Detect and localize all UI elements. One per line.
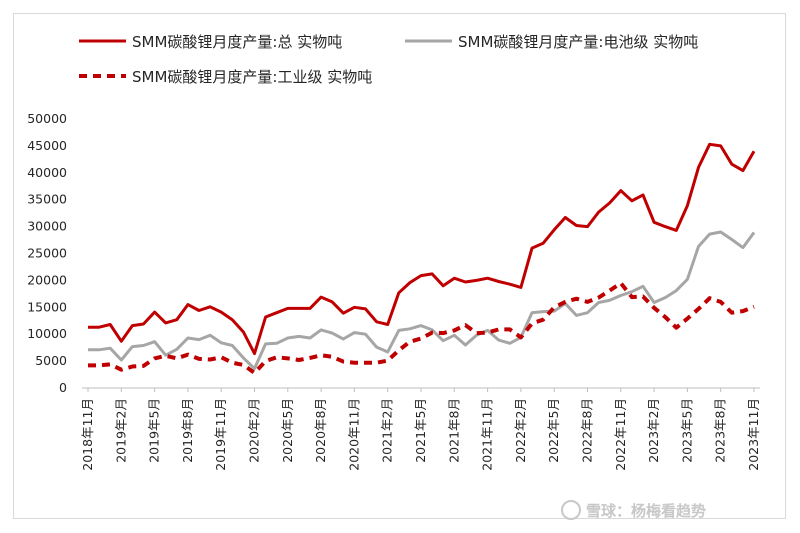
y-tick-label: 30000	[27, 219, 67, 234]
y-tick-label: 25000	[27, 246, 67, 261]
snowball-logo-icon	[561, 500, 581, 520]
x-tick-label: 2023年2月	[646, 398, 661, 463]
x-tick-label: 2021年8月	[446, 398, 461, 463]
x-tick-label: 2019年11月	[213, 398, 228, 471]
y-tick-label: 35000	[27, 192, 67, 207]
chart-frame	[13, 13, 786, 519]
x-axis: 2018年11月 2019年2月 2019年5月 2019年8月 2019年11月 202…	[80, 387, 761, 471]
x-tick-label: 2023年8月	[713, 398, 728, 463]
series-line-industrial	[88, 281, 755, 375]
x-tick-label: 2021年5月	[413, 398, 428, 463]
series-line-total	[88, 142, 756, 356]
x-tick-label: 2021年2月	[380, 398, 395, 463]
x-tick-label: 2023年11月	[746, 398, 761, 471]
legend-label-battery: SMM碳酸锂月度产量:电池级 实物吨	[458, 33, 698, 51]
x-tick-label: 2022年5月	[546, 398, 561, 463]
y-tick-label: 20000	[27, 272, 67, 287]
y-tick-label: 0	[59, 380, 67, 395]
x-tick-label: 2018年11月	[80, 398, 95, 471]
x-tick-label: 2019年8月	[180, 398, 195, 463]
y-axis: 0 5000 10000 15000 20000 25000 30000 35000 40000…	[27, 111, 67, 395]
watermark-text: 雪球：杨梅看趋势	[586, 502, 706, 520]
y-tick-label: 40000	[27, 165, 67, 180]
x-tick-label: 2020年2月	[247, 398, 262, 463]
x-tick-label: 2020年5月	[280, 398, 295, 463]
x-tick-label: 2022年11月	[613, 398, 628, 471]
x-tick-label: 2021年11月	[480, 398, 495, 471]
x-tick-label: 2020年8月	[313, 398, 328, 463]
legend-label-total: SMM碳酸锂月度产量:总 实物吨	[132, 33, 342, 51]
x-tick-label: 2019年2月	[113, 398, 128, 463]
x-tick-label: 2023年5月	[679, 398, 694, 463]
series-line-battery	[88, 230, 756, 371]
y-tick-label: 10000	[27, 326, 67, 341]
y-tick-label: 5000	[35, 353, 67, 368]
watermark: 雪球：杨梅看趋势	[561, 500, 706, 520]
x-tick-label: 2022年2月	[513, 398, 528, 463]
y-tick-label: 15000	[27, 299, 67, 314]
y-tick-label: 50000	[27, 111, 67, 126]
legend: SMM碳酸锂月度产量:总 实物吨 SMM碳酸锂月度产量:电池级 实物吨 SMM碳…	[79, 33, 698, 86]
x-tick-label: 2019年5月	[147, 398, 162, 463]
x-tick-label: 2020年11月	[346, 398, 361, 471]
y-tick-label: 45000	[27, 138, 67, 153]
series-layer	[88, 142, 756, 375]
legend-label-industrial: SMM碳酸锂月度产量:工业级 实物吨	[132, 68, 372, 86]
x-tick-label: 2022年8月	[580, 398, 595, 463]
